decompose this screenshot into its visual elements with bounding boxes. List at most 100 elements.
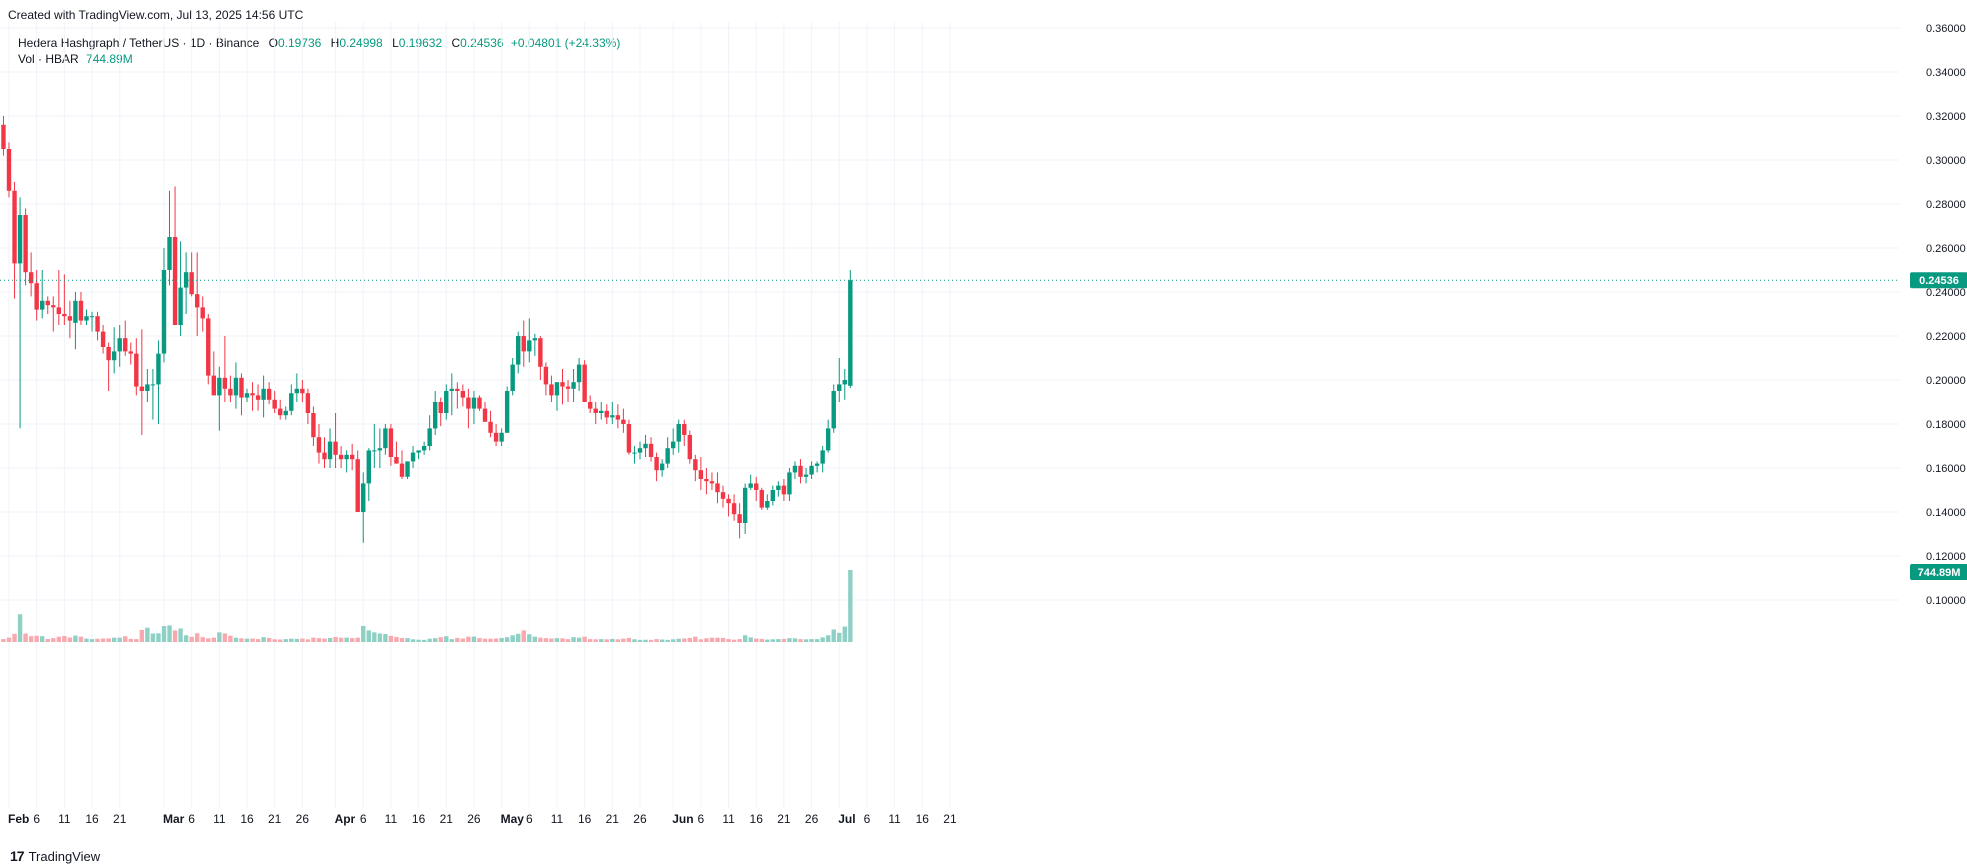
volume-title[interactable]: Vol · HBAR	[18, 52, 79, 66]
candle-body	[344, 454, 349, 460]
price-tick-label: 0.10000	[1926, 595, 1966, 607]
candle-body	[206, 318, 211, 376]
candle-body	[593, 408, 598, 413]
tradingview-logo[interactable]: 17 TradingView	[10, 848, 100, 864]
candle-body	[831, 391, 836, 429]
candle-body	[84, 316, 89, 321]
candle-body	[405, 461, 410, 477]
high-value: 0.24998	[339, 36, 383, 50]
volume-bar	[316, 638, 322, 642]
symbol-title[interactable]: Hedera Hashgraph / TetherUS · 1D · Binan…	[18, 36, 260, 50]
volume-bar	[693, 636, 698, 642]
volume-bar	[560, 638, 565, 642]
chart-legend: Hedera Hashgraph / TetherUS · 1D · Binan…	[18, 35, 620, 67]
candle-body	[814, 463, 820, 466]
volume-bar	[687, 637, 693, 642]
volume-bar	[106, 638, 111, 642]
volume-bar	[825, 635, 831, 642]
time-tick-label: 16	[412, 812, 426, 826]
price-tick-label: 0.14000	[1926, 507, 1966, 519]
candle-body	[482, 408, 488, 422]
candle-body	[266, 388, 272, 400]
candle-body	[89, 316, 95, 318]
candle-body	[172, 237, 178, 325]
volume-bar	[549, 638, 554, 642]
volume-bar	[244, 638, 250, 642]
candle-body	[765, 501, 770, 508]
tradingview-brand: TradingView	[28, 848, 101, 864]
time-tick-label: 16	[240, 812, 254, 826]
price-tick-label: 0.34000	[1926, 67, 1966, 79]
candle-body	[626, 424, 632, 453]
volume-bar	[427, 638, 432, 642]
volume-bar	[582, 636, 587, 642]
volume-bar	[73, 635, 78, 642]
candle-body	[6, 149, 12, 191]
tradingview-logo-icon: 17	[10, 848, 25, 864]
candle-body	[604, 410, 609, 418]
volume-bar	[377, 633, 383, 642]
volume-bar	[84, 638, 89, 642]
volume-bar	[449, 639, 454, 642]
candle-body	[377, 448, 383, 451]
candle-body	[599, 410, 604, 413]
volume-bar	[289, 638, 294, 642]
volume-bar	[493, 638, 499, 642]
candle-body	[28, 272, 34, 284]
time-tick-label: 6	[188, 812, 195, 826]
volume-bar	[194, 633, 200, 642]
candle-body	[316, 437, 322, 453]
candle-body	[56, 307, 62, 314]
candle-body	[427, 428, 432, 446]
volume-bar	[228, 635, 233, 642]
candle-body	[338, 454, 344, 460]
volume-bar	[95, 638, 100, 642]
candle-body	[709, 481, 715, 484]
volume-badge-bg	[1910, 564, 1967, 580]
volume-bar	[587, 639, 593, 642]
candle-body	[73, 300, 78, 323]
time-axis[interactable]: Feb 6 11 16 21 Mar 6 11 16 21 26 Apr 6 11 16 21 26 May 6 11…	[8, 812, 957, 826]
candle-body	[510, 364, 515, 391]
candle-body	[704, 479, 709, 482]
candle-body	[759, 490, 764, 508]
volume-bar	[123, 636, 128, 642]
volume-bar	[820, 637, 825, 642]
volume-bar	[720, 637, 726, 642]
candle-body	[399, 463, 405, 477]
candle-body	[621, 419, 626, 424]
volume-bar	[322, 638, 327, 642]
price-axis[interactable]: 0.10000 0.12000 0.14000 0.16000 0.18000 0.200…	[1910, 23, 1967, 607]
time-tick-label: 6	[360, 812, 367, 826]
volume-bar	[759, 638, 764, 642]
volume-bar	[139, 629, 145, 642]
price-tick-label: 0.22000	[1926, 331, 1966, 343]
time-tick-label: 6	[526, 812, 533, 826]
volume-bar	[410, 639, 416, 642]
volume-bar	[222, 633, 228, 642]
time-tick-label: Jul	[838, 812, 855, 826]
candle-body	[521, 336, 526, 352]
candle-body	[587, 402, 593, 409]
candle-body	[726, 498, 731, 504]
candle-body	[455, 388, 460, 391]
candle-body	[305, 393, 311, 413]
volume-bar	[432, 638, 438, 642]
time-tick-label: 6	[864, 812, 871, 826]
volume-bar	[814, 639, 820, 642]
candle-body	[754, 483, 759, 490]
volume-bar	[770, 639, 776, 642]
candle-body	[449, 388, 454, 391]
volume-bar	[67, 637, 73, 642]
volume-bar	[698, 639, 704, 642]
volume-bar	[704, 638, 709, 642]
candle-body	[361, 483, 366, 512]
volume-bar	[45, 638, 50, 642]
candle-body	[327, 441, 333, 460]
candle-body	[100, 331, 106, 347]
candle-body	[322, 452, 327, 460]
candle-body	[189, 272, 194, 295]
volume-bar	[300, 638, 305, 642]
candle-body	[355, 459, 360, 512]
